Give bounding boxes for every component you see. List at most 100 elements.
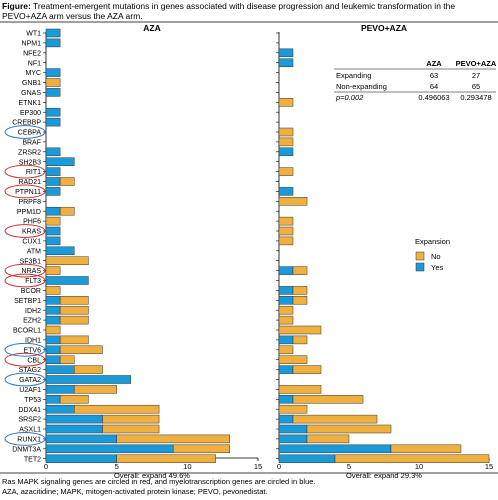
bar-no-ezh2 bbox=[59, 315, 89, 325]
bar-yes-nfe2 bbox=[278, 48, 294, 58]
x-tick-label: 15 bbox=[254, 462, 262, 471]
legend-label-no: No bbox=[431, 252, 441, 261]
bar-no-cbl bbox=[59, 355, 75, 364]
panel-title: PEVO+AZA bbox=[361, 23, 407, 33]
bar-yes-ep300 bbox=[45, 107, 61, 117]
x-tick-label: 5 bbox=[115, 462, 119, 471]
gene-label-flt3: FLT3 bbox=[25, 278, 41, 285]
bar-no-idh1 bbox=[292, 335, 308, 345]
gene-label-wt1: WT1 bbox=[26, 31, 41, 38]
gene-label-npm1: NPM1 bbox=[22, 41, 42, 48]
bar-no-rit1 bbox=[278, 167, 294, 176]
bar-no-stag2 bbox=[292, 365, 322, 374]
bar-yes-sh2b3 bbox=[45, 157, 75, 166]
myelotranscription-circle-etv6 bbox=[4, 342, 46, 357]
bar-yes-ddx41 bbox=[45, 404, 75, 414]
bar-no-idh1 bbox=[59, 335, 89, 345]
bar-no-u2af1 bbox=[278, 385, 322, 394]
bar-yes-ppm1d bbox=[45, 206, 61, 216]
bar-yes-cux1 bbox=[45, 236, 61, 246]
gene-label-gata2: GATA2 bbox=[19, 377, 41, 384]
gene-label-cbl: CBL bbox=[27, 357, 41, 364]
table-cell: 63 bbox=[430, 71, 438, 80]
table-cell: Non-expanding bbox=[336, 82, 387, 91]
ras-mapk-circle-ptpn11 bbox=[4, 184, 46, 199]
footnote-line-1: Ras MAPK signaling genes are circled in … bbox=[2, 477, 316, 486]
gene-label-nf1: NF1 bbox=[28, 60, 41, 67]
gene-label-ddx41: DDX41 bbox=[18, 407, 41, 414]
bar-yes-ezh2 bbox=[45, 315, 61, 325]
bar-no-phf6 bbox=[45, 216, 61, 226]
bar-no-tet2 bbox=[334, 454, 490, 463]
bar-no-tp53 bbox=[292, 395, 364, 404]
gene-label-cux1: CUX1 bbox=[22, 239, 41, 246]
bar-yes-myc bbox=[45, 68, 61, 77]
table-cell: 0.293478 bbox=[460, 93, 491, 102]
bar-yes-asxl1 bbox=[278, 424, 308, 434]
bar-no-idh2 bbox=[59, 305, 89, 315]
bar-yes-tp53 bbox=[278, 395, 294, 404]
bar-yes-zrsr2 bbox=[278, 147, 294, 157]
ras-mapk-circle-cbl bbox=[4, 352, 46, 367]
bar-yes-setbp1 bbox=[278, 296, 294, 305]
caption-text: Treatment-emergent mutations in genes as… bbox=[2, 1, 456, 21]
bar-yes-runx1 bbox=[45, 434, 117, 444]
bar-no-dnmt3a bbox=[172, 444, 230, 454]
bar-yes-rit1 bbox=[45, 167, 61, 176]
gene-label-ppm1d: PPM1D bbox=[17, 209, 41, 216]
bar-yes-gnas bbox=[45, 88, 61, 97]
bar-yes-stag2 bbox=[45, 365, 75, 374]
legend-title: Expansion bbox=[415, 237, 450, 246]
ras-mapk-circle-flt3 bbox=[4, 273, 46, 288]
bar-no-rad21 bbox=[59, 177, 75, 186]
gene-label-cebpa: CEBPA bbox=[18, 130, 42, 137]
bar-no-kras bbox=[278, 226, 294, 236]
gene-label-gnb1: GNB1 bbox=[22, 80, 41, 87]
myelotranscription-circle-gata2 bbox=[4, 372, 46, 387]
bar-no-runx1 bbox=[306, 434, 350, 444]
gene-label-stag2: STAG2 bbox=[19, 367, 42, 374]
gene-label-etv6: ETV6 bbox=[23, 347, 41, 354]
bar-yes-srsf2 bbox=[45, 414, 103, 424]
gene-label-prpf8: PRPF8 bbox=[18, 199, 41, 206]
table-cell: Expanding bbox=[336, 71, 371, 80]
bar-yes-stag2 bbox=[278, 365, 294, 374]
table-cell: 0.496063 bbox=[418, 93, 449, 102]
bar-yes-crebbp bbox=[45, 117, 61, 127]
bar-no-nras bbox=[292, 266, 308, 275]
bar-yes-idh1 bbox=[45, 335, 61, 345]
bar-yes-rad21 bbox=[45, 177, 61, 186]
footnote-line-2: AZA, azacitidine; MAPK, mitogen-activate… bbox=[2, 487, 268, 496]
bar-no-ddx41 bbox=[74, 404, 160, 414]
bar-no-asxl1 bbox=[102, 424, 160, 434]
bar-no-asxl1 bbox=[306, 424, 392, 434]
bar-no-dnmt3a bbox=[390, 444, 462, 454]
caption-label: Figure: bbox=[2, 1, 31, 11]
bar-yes-nf1 bbox=[278, 58, 294, 67]
gene-label-dnmt3a: DNMT3A bbox=[12, 446, 41, 453]
bar-yes-idh2 bbox=[45, 305, 61, 315]
gene-label-crebbp: CREBBP bbox=[12, 120, 41, 127]
gene-label-bcorl1: BCORL1 bbox=[13, 328, 41, 335]
bar-yes-srsf2 bbox=[278, 414, 294, 424]
bar-yes-idh1 bbox=[278, 335, 294, 345]
gene-label-kras: KRAS bbox=[22, 229, 41, 236]
gene-label-ptpn11: PTPN11 bbox=[15, 189, 41, 196]
overall-label: Overall: expand 29.3% bbox=[346, 471, 422, 480]
bar-no-ezh2 bbox=[278, 315, 294, 325]
gene-label-u2af1: U2AF1 bbox=[19, 387, 41, 394]
panel-title: AZA bbox=[143, 23, 160, 33]
footnote: Ras MAPK signaling genes are circled in … bbox=[2, 477, 496, 497]
gene-label-asxl1: ASXL1 bbox=[19, 427, 41, 434]
bar-yes-ptpn11 bbox=[45, 187, 61, 196]
bar-yes-nras bbox=[278, 266, 294, 275]
bar-no-etv6 bbox=[278, 345, 294, 355]
bar-no-ppm1d bbox=[59, 206, 75, 216]
table-cell: 64 bbox=[430, 82, 438, 91]
bar-no-etv6 bbox=[59, 345, 103, 355]
bar-no-gnb1 bbox=[45, 78, 61, 87]
gene-label-atm: ATM bbox=[27, 248, 41, 255]
x-tick-label: 10 bbox=[415, 462, 423, 471]
gene-label-tet2: TET2 bbox=[24, 456, 41, 463]
ras-mapk-circle-nras bbox=[4, 263, 46, 278]
